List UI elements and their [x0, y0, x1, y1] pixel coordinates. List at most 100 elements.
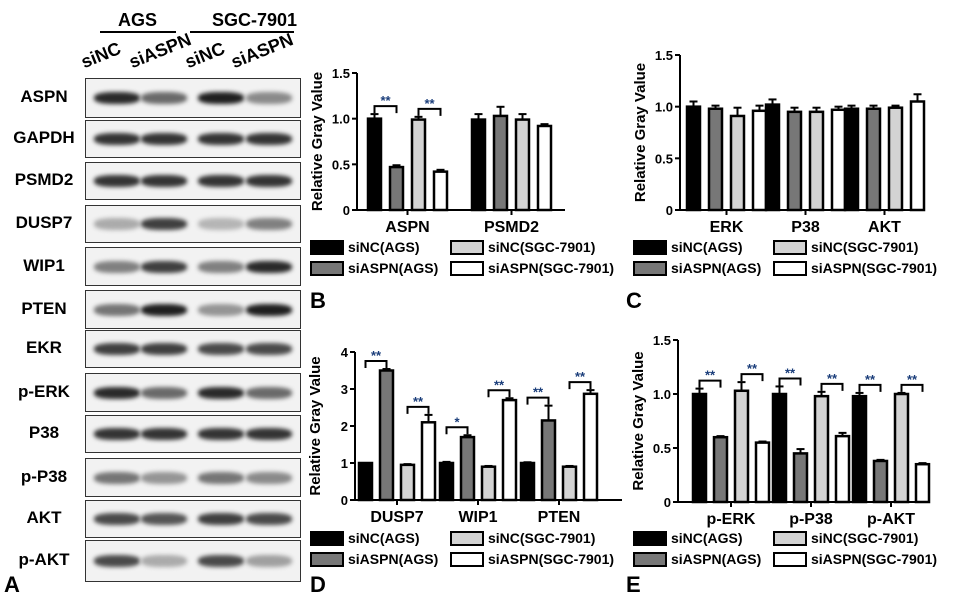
blot-band	[94, 218, 140, 230]
legend-swatch	[310, 239, 344, 255]
y-axis-label: Relative Gray Value	[632, 63, 649, 202]
y-tick-label: 1.0	[332, 112, 350, 127]
blot-band	[198, 513, 244, 525]
significance-bracket	[526, 396, 550, 405]
blot-band	[94, 471, 140, 484]
blot-band	[141, 386, 187, 399]
blot-band	[198, 386, 244, 399]
blot-row-label: AKT	[26, 508, 62, 527]
legend-label: siASPN(AGS)	[348, 551, 439, 567]
bar	[808, 110, 825, 212]
bar	[536, 124, 553, 212]
legend-item: siASPN(AGS)	[310, 260, 438, 276]
blot-band	[246, 303, 292, 316]
legend-item: siNC(SGC-7901)	[773, 530, 918, 546]
legend-swatch	[310, 551, 344, 567]
legend-item: siASPN(SGC-7901)	[773, 551, 937, 567]
y-tick-label: 0	[666, 203, 673, 218]
bar	[887, 106, 904, 212]
bar	[771, 392, 788, 504]
significance-marker: **	[865, 372, 876, 387]
bar	[480, 465, 497, 502]
legend-item: siASPN(SGC-7901)	[450, 551, 614, 567]
legend-item: siASPN(AGS)	[310, 551, 438, 567]
y-tick-label: 0.5	[332, 157, 350, 172]
significance-bracket	[373, 105, 398, 114]
bar	[893, 392, 910, 504]
panel-label-a: A	[4, 572, 20, 597]
bar	[582, 392, 599, 502]
legend-swatch	[773, 239, 807, 255]
blot-strip	[85, 458, 301, 497]
significance-bracket	[820, 382, 844, 391]
legend-label: siASPN(AGS)	[348, 260, 439, 276]
panel-label-e: E	[626, 572, 641, 597]
bar	[432, 170, 449, 212]
significance-bracket	[900, 383, 924, 392]
blot-band	[94, 555, 140, 567]
blot-band	[141, 260, 187, 273]
bar	[729, 114, 746, 212]
blot-band	[198, 260, 244, 273]
ags-underline	[100, 31, 176, 33]
significance-bracket	[417, 107, 442, 116]
legend-label: siASPN(SGC-7901)	[488, 260, 615, 276]
blot-band	[141, 175, 187, 187]
blot-band	[141, 555, 187, 567]
legend-swatch	[450, 239, 484, 255]
y-axis-label: Relative Gray Value	[630, 351, 647, 490]
blot-strip	[85, 500, 301, 538]
cell-line-ags: AGS	[118, 10, 158, 30]
y-tick-label: 1.5	[332, 66, 350, 81]
legend-item: siNC(SGC-7901)	[450, 239, 595, 255]
y-tick-label: 0	[343, 203, 350, 218]
legend-label: siNC(SGC-7901)	[811, 530, 919, 546]
bar	[519, 461, 536, 502]
legend-item: siASPN(AGS)	[633, 551, 761, 567]
legend-item: siNC(SGC-7901)	[450, 530, 595, 546]
bar	[851, 394, 868, 504]
blot-strip	[85, 205, 301, 243]
x-tick-label: WIP1	[458, 509, 497, 526]
bar	[399, 463, 416, 502]
legend-item: siNC(AGS)	[310, 530, 420, 546]
blot-band	[141, 343, 187, 355]
legend-label: siNC(SGC-7901)	[488, 239, 596, 255]
blot-band	[198, 303, 244, 316]
blot-band	[246, 386, 292, 399]
blot-strip	[85, 78, 301, 118]
bar	[712, 435, 729, 504]
blot-band	[141, 513, 187, 525]
y-tick-label: 0	[341, 493, 348, 508]
blot-band	[198, 471, 244, 484]
blot-band	[246, 260, 292, 273]
significance-bracket	[487, 389, 511, 398]
legend-swatch	[450, 530, 484, 546]
legend-item: siNC(AGS)	[310, 239, 420, 255]
bar	[561, 465, 578, 502]
legend-label: siASPN(AGS)	[671, 260, 762, 276]
legend-swatch	[773, 530, 807, 546]
significance-bracket	[778, 377, 802, 386]
legend-label: siNC(SGC-7901)	[488, 530, 596, 546]
blot-band	[246, 555, 292, 567]
bar	[540, 419, 557, 502]
bar	[813, 394, 830, 504]
sgc7901-underline	[190, 31, 294, 33]
legend-swatch	[773, 260, 807, 276]
bar	[754, 441, 771, 504]
panel-label-b: B	[310, 288, 326, 313]
blot-row-label: PTEN	[21, 298, 67, 318]
legend-label: siNC(AGS)	[671, 530, 743, 546]
blot-row-label: DUSP7	[15, 213, 73, 232]
x-tick-label: p-P38	[789, 511, 833, 528]
significance-marker: *	[454, 414, 460, 429]
significance-bracket	[740, 373, 764, 382]
y-tick-label: 2	[341, 419, 348, 434]
y-axis-label: Relative Gray Value	[307, 356, 324, 495]
blot-band	[246, 218, 292, 230]
legend-label: siNC(AGS)	[348, 530, 420, 546]
bar	[438, 461, 455, 502]
chart-C: 0 0.5 1.0 1.5 Relative Gray Value ERK P38 AKT	[632, 48, 926, 236]
